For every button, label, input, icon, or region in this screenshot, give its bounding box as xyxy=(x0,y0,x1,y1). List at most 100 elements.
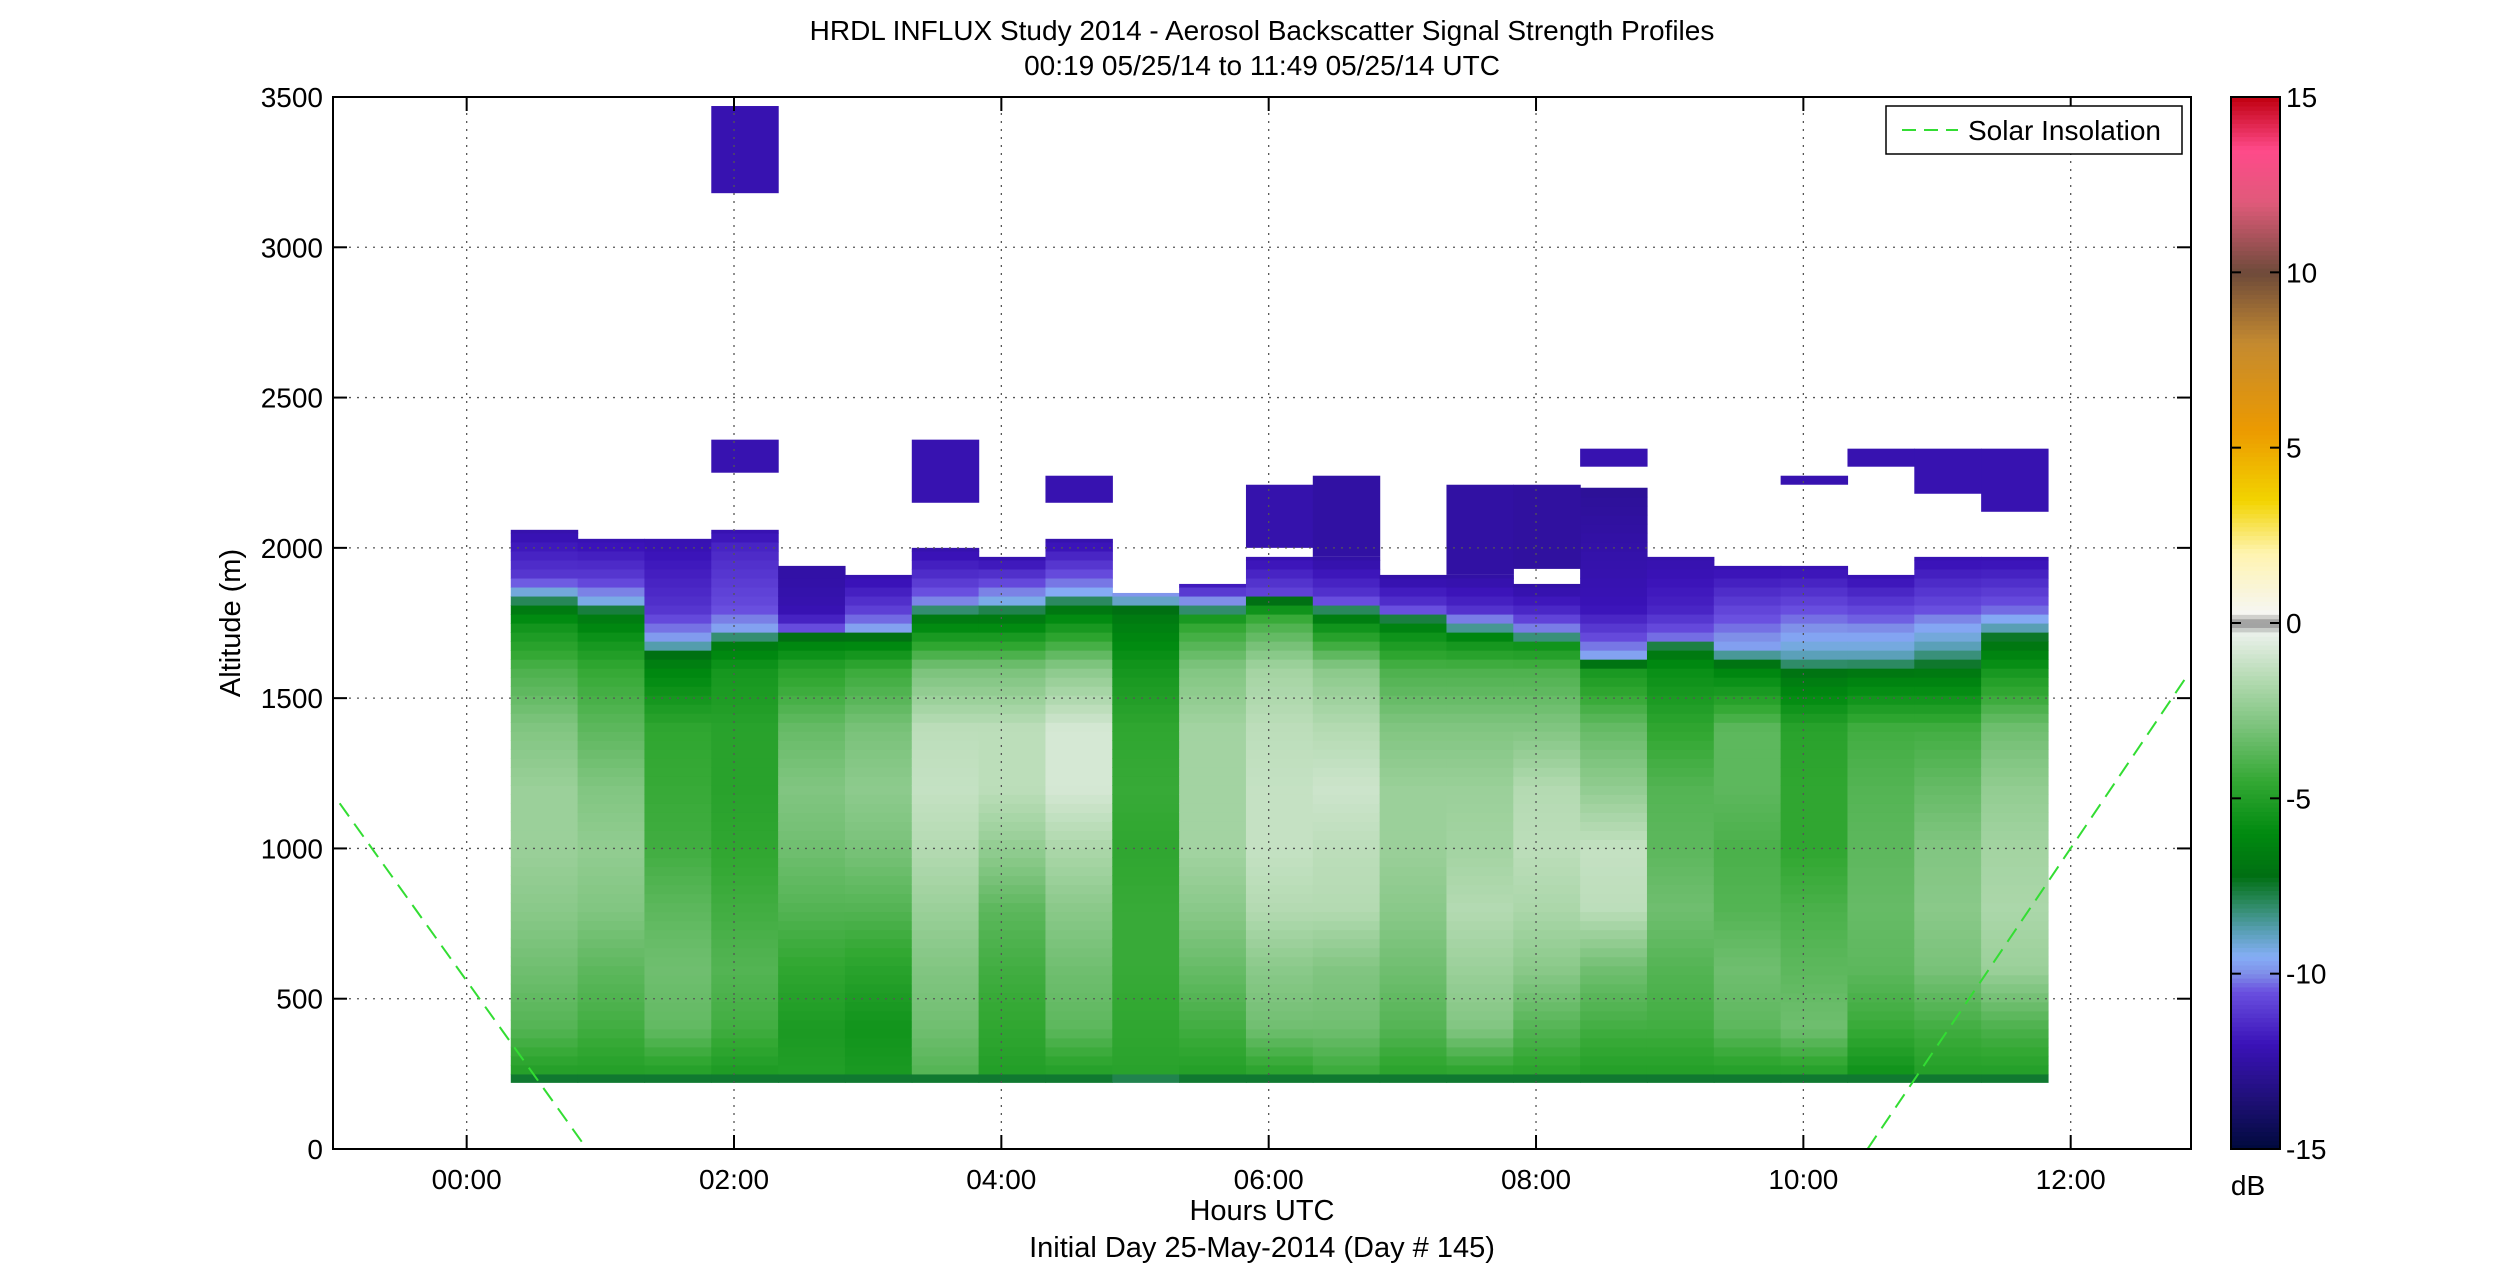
heatmap-cell xyxy=(1914,650,1982,660)
heatmap-cell xyxy=(577,731,646,741)
heatmap-cell xyxy=(844,595,913,606)
heatmap-cell xyxy=(778,1001,846,1012)
heatmap-cell xyxy=(1914,866,1982,877)
colorbar-segment xyxy=(2231,618,2280,624)
heatmap-cell xyxy=(1780,632,1849,642)
heatmap-cell xyxy=(711,938,779,949)
heatmap-cell xyxy=(1245,677,1314,687)
heatmap-cell xyxy=(978,812,1047,822)
heatmap-cell xyxy=(644,758,712,768)
heatmap-cell xyxy=(1981,938,2049,949)
heatmap-cell xyxy=(1446,1028,1514,1039)
heatmap-cell xyxy=(711,758,779,768)
colorbar-segment xyxy=(2231,999,2280,1005)
heatmap-cell xyxy=(1713,785,1782,795)
colorbar-segment xyxy=(2231,666,2280,672)
heatmap-cell xyxy=(1379,713,1448,723)
heatmap-cell xyxy=(1981,884,2049,895)
heatmap-cell xyxy=(1713,659,1782,669)
heatmap-cell xyxy=(1780,758,1849,768)
heatmap-cell xyxy=(1646,920,1715,931)
colorbar-segment xyxy=(2231,1127,2280,1133)
heatmap-cell xyxy=(711,713,779,723)
heatmap-cell xyxy=(1245,821,1314,831)
colorbar-segment xyxy=(2231,145,2280,151)
heatmap-cell xyxy=(510,623,579,633)
heatmap-cell xyxy=(778,1037,846,1048)
heatmap-cell xyxy=(1312,992,1381,1003)
heatmap-cell xyxy=(711,866,779,877)
colorbar-segment xyxy=(2231,938,2280,944)
heatmap-cell xyxy=(978,785,1047,795)
heatmap-cell xyxy=(711,1046,779,1057)
colorbar-segment xyxy=(2231,140,2280,146)
heatmap-cell xyxy=(510,686,579,696)
heatmap-cell xyxy=(1446,650,1514,660)
colorbar-segment xyxy=(2231,899,2280,905)
heatmap-cell xyxy=(1646,983,1715,994)
heatmap-cell xyxy=(1713,668,1782,678)
heatmap-cell xyxy=(644,893,712,904)
heatmap-cell xyxy=(1312,902,1381,913)
heatmap-cell xyxy=(510,785,579,795)
colorbar-segment xyxy=(2231,360,2280,365)
heatmap-cell xyxy=(644,884,712,895)
colorbar-segment xyxy=(2231,425,2280,431)
heatmap-cell xyxy=(1179,848,1247,859)
colorbar-segment xyxy=(2231,162,2280,168)
colorbar-segment xyxy=(2231,877,2280,883)
heatmap-cell xyxy=(644,550,712,561)
heatmap-cell xyxy=(510,794,579,804)
heatmap-cell xyxy=(1914,677,1982,687)
heatmap-cell xyxy=(778,1019,846,1030)
heatmap-cell xyxy=(577,992,646,1003)
heatmap-cell xyxy=(510,1010,579,1021)
heatmap-cell xyxy=(1179,1037,1247,1048)
colorbar-segment xyxy=(2231,745,2280,751)
heatmap-cell xyxy=(978,1028,1047,1039)
heatmap-cell xyxy=(1981,875,2049,886)
colorbar-segment xyxy=(2231,706,2280,712)
colorbar-segment xyxy=(2231,627,2280,633)
heatmap-cell xyxy=(1981,767,2049,777)
colorbar-segment xyxy=(2231,197,2280,203)
heatmap-cell xyxy=(1981,983,2049,994)
heatmap-cell xyxy=(1981,559,2049,570)
heatmap-cell xyxy=(1580,586,1648,597)
colorbar-segment xyxy=(2231,886,2280,891)
heatmap-cell xyxy=(1713,929,1782,940)
heatmap-cell xyxy=(1112,830,1180,841)
colorbar-segment xyxy=(2231,202,2280,208)
heatmap-cell xyxy=(1112,776,1180,786)
heatmap-cell xyxy=(1646,559,1715,570)
heatmap-cell xyxy=(644,803,712,813)
heatmap-cell xyxy=(1446,632,1514,642)
heatmap-cell xyxy=(1847,731,1915,741)
heatmap-cell xyxy=(1580,848,1648,859)
colorbar-segment xyxy=(2231,1100,2280,1106)
colorbar-segment xyxy=(2231,254,2280,260)
heatmap-cell xyxy=(1513,893,1581,904)
colorbar-segment xyxy=(2231,241,2280,247)
heatmap-cell xyxy=(1847,884,1915,895)
colorbar-segment xyxy=(2231,1096,2280,1102)
heatmap-cell xyxy=(844,1073,913,1083)
heatmap-cell xyxy=(1914,983,1982,994)
heatmap-cell xyxy=(1914,776,1982,786)
heatmap-cell xyxy=(1847,574,1915,579)
heatmap-cell xyxy=(778,929,846,940)
heatmap-cell xyxy=(911,1037,980,1048)
heatmap-cell xyxy=(1981,1055,2049,1066)
heatmap-cell xyxy=(1312,956,1381,967)
heatmap-cell xyxy=(1312,821,1381,831)
colorbar-segment xyxy=(2231,452,2280,458)
heatmap-cell xyxy=(844,839,913,850)
heatmap-cell xyxy=(1780,839,1849,850)
heatmap-cell xyxy=(711,595,779,606)
heatmap-cell xyxy=(1914,857,1982,868)
colorbar-segment xyxy=(2231,548,2280,554)
heatmap-cell xyxy=(1580,992,1648,1003)
heatmap-cell xyxy=(1713,839,1782,850)
heatmap-cell xyxy=(510,857,579,868)
heatmap-cell xyxy=(711,704,779,714)
